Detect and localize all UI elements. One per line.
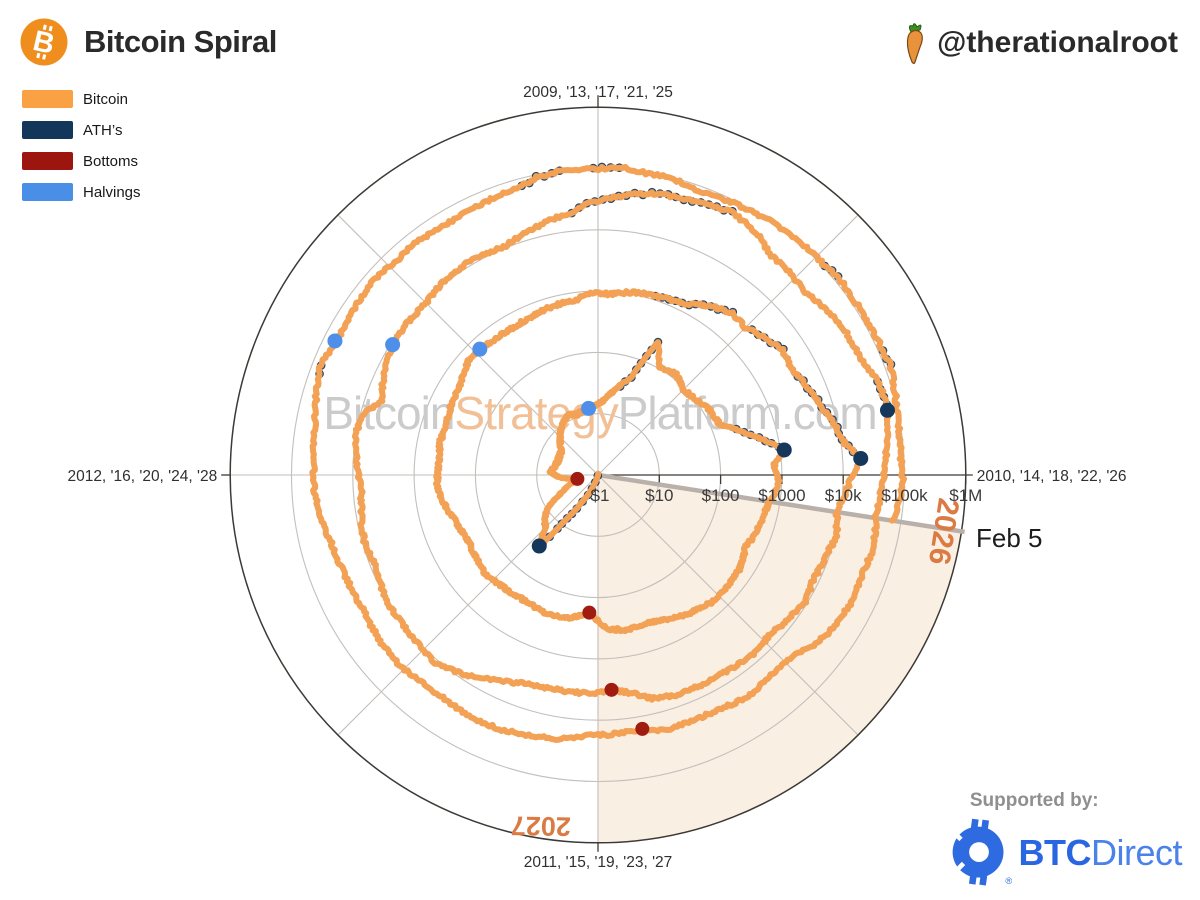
sponsor-block: Supported by: ® BTCDirect: [946, 790, 1183, 888]
legend-item-ath: ATH’s: [22, 121, 141, 139]
price-tick-label: $10: [645, 486, 673, 505]
supported-by-label: Supported by:: [969, 790, 1099, 811]
cycle-peak-dot: [776, 442, 792, 458]
bottom-dot: [570, 471, 585, 486]
btcdirect-icon: ®: [951, 818, 1013, 886]
halvings-swatch: [22, 183, 73, 201]
bottom-dot: [582, 605, 597, 620]
sponsor-logo[interactable]: ® BTCDirect: [946, 818, 1183, 888]
bitcoin-price-spiral: [309, 163, 907, 743]
halving-dot: [581, 400, 597, 416]
year-axis-top: 2009, '13, '17, '21, '25: [523, 84, 673, 101]
cycle-peak-dot: [531, 538, 547, 554]
cycle-year-2026-label: 2026: [922, 496, 965, 567]
price-tick-label: $1M: [949, 486, 982, 505]
price-tick-label: $10k: [825, 486, 862, 505]
year-axis-bottom: 2011, '15, '19, '23, '27: [524, 854, 673, 871]
legend: Bitcoin ATH’s Bottoms Halvings: [22, 90, 141, 214]
cycle-peak-dot: [853, 450, 869, 466]
watermark[interactable]: BitcoinStrategyPlatform.com: [323, 387, 877, 439]
year-axis-left: 2012, '16, '20, '24, '28: [67, 468, 217, 485]
halving-dot: [472, 341, 488, 357]
sponsor-name: BTCDirect: [1018, 832, 1182, 873]
year-axis-right: 2010, '14, '18, '22, '26: [977, 468, 1127, 485]
bottom-dot: [635, 721, 650, 736]
current-date-ray: [597, 472, 965, 535]
legend-item-halvings: Halvings: [22, 183, 141, 201]
svg-text:®: ®: [1006, 875, 1013, 886]
author-handle-text[interactable]: @therationalroot: [937, 26, 1178, 59]
future-wedge: [598, 475, 962, 843]
header: B Bitcoin Spiral: [20, 18, 277, 66]
price-tick-label: $100: [702, 486, 740, 505]
legend-item-bitcoin: Bitcoin: [22, 90, 141, 108]
cycle-year-2027-label: 2027: [511, 810, 572, 841]
bitcoin-swatch: [22, 90, 73, 108]
author-handle[interactable]: @therationalroot: [901, 20, 1178, 66]
ath-swatch: [22, 121, 73, 139]
bottom-dot: [604, 682, 619, 697]
price-tick-label: $1: [591, 486, 610, 505]
legend-item-bottoms: Bottoms: [22, 152, 141, 170]
carrot-icon: [906, 23, 923, 65]
current-date-label: Feb 5: [976, 523, 1043, 553]
page-title: Bitcoin Spiral: [84, 24, 277, 59]
bitcoin-logo-icon: B: [20, 18, 68, 66]
halving-dot: [327, 333, 343, 349]
cycle-peak-dot: [879, 402, 895, 418]
halving-dot: [385, 337, 401, 353]
bottoms-swatch: [22, 152, 73, 170]
price-tick-label: $100k: [881, 486, 928, 505]
price-tick-label: $1000: [758, 486, 805, 505]
